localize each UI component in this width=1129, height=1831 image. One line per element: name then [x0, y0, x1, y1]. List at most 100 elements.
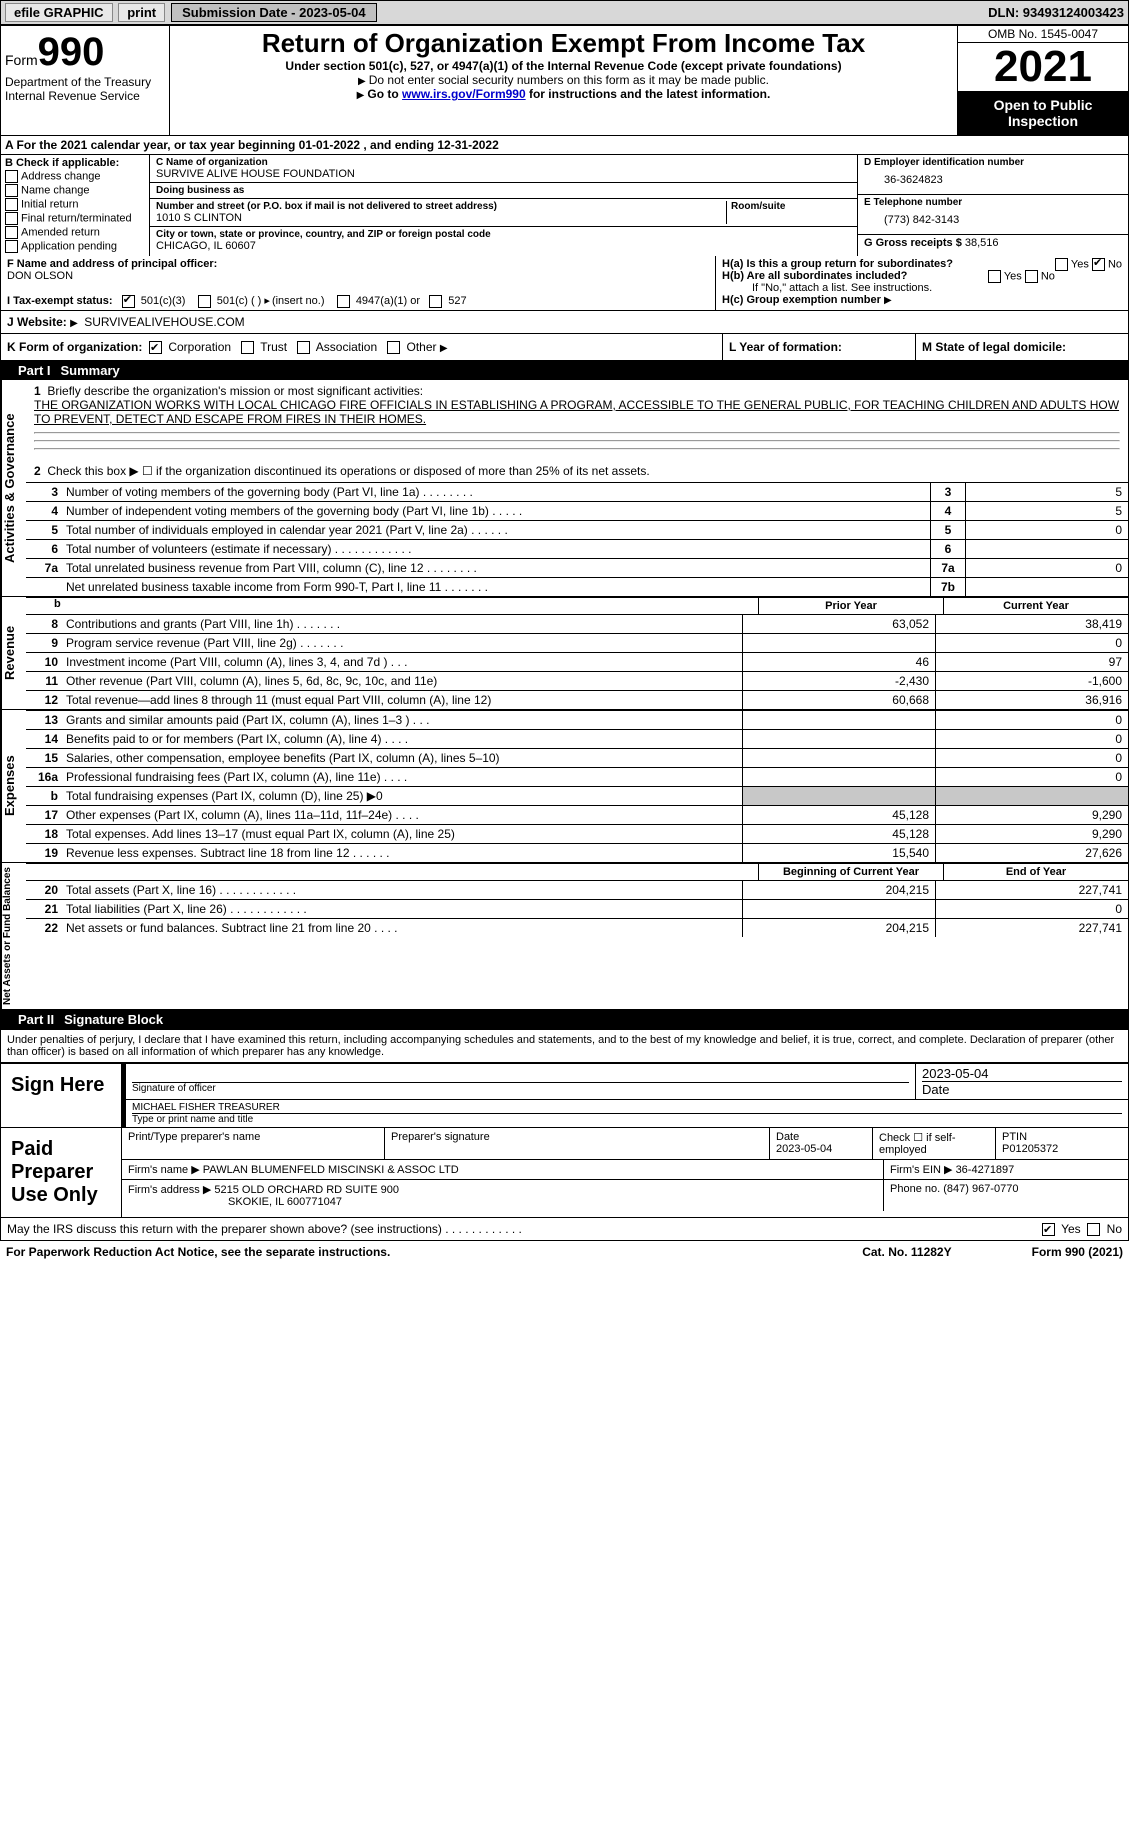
opt-insert: (insert no.) — [272, 295, 325, 307]
k-other[interactable] — [387, 341, 400, 354]
firm-ein: 36-4271897 — [956, 1164, 1015, 1176]
check-initial-label: Initial return — [21, 198, 78, 210]
irs-no[interactable] — [1087, 1223, 1100, 1236]
topbar: efile GRAPHIC print Submission Date - 20… — [0, 0, 1129, 25]
irs-yes[interactable] — [1042, 1223, 1055, 1236]
k-corp[interactable] — [149, 341, 162, 354]
check-name-label: Name change — [21, 184, 90, 196]
ptin: P01205372 — [1002, 1143, 1058, 1155]
firm-addr1: 5215 OLD ORCHARD RD SUITE 900 — [214, 1184, 399, 1196]
dba-label: Doing business as — [156, 185, 851, 196]
part1-header: Part I Summary — [0, 361, 1129, 380]
street-value: 1010 S CLINTON — [156, 212, 726, 224]
row-a-period: A For the 2021 calendar year, or tax yea… — [0, 136, 1129, 155]
current-year-header: Current Year — [943, 598, 1128, 614]
part2-header: Part II Signature Block — [0, 1010, 1129, 1029]
ha-yes[interactable] — [1055, 258, 1068, 271]
no-label2: No — [1041, 270, 1055, 282]
check-initial[interactable] — [5, 198, 18, 211]
k-assoc[interactable] — [297, 341, 310, 354]
j-label: J Website: — [7, 315, 67, 329]
l-label: L Year of formation: — [729, 340, 842, 354]
gross-value: 38,516 — [965, 237, 999, 249]
row-fh: F Name and address of principal officer:… — [0, 256, 1129, 311]
hc-label: H(c) Group exemption number — [722, 294, 881, 306]
efile-btn[interactable]: efile GRAPHIC — [5, 3, 113, 22]
form-header: Form990 Department of the Treasury Inter… — [0, 25, 1129, 136]
k-label: K Form of organization: — [7, 340, 142, 354]
declaration: Under penalties of perjury, I declare th… — [0, 1029, 1129, 1063]
firm-phone: (847) 967-0770 — [943, 1183, 1018, 1195]
yes-label2: Yes — [1004, 270, 1022, 282]
form-title: Return of Organization Exempt From Incom… — [178, 28, 949, 59]
firm-ein-label: Firm's EIN ▶ — [890, 1164, 953, 1176]
check-501c[interactable] — [198, 295, 211, 308]
check-address-label: Address change — [21, 170, 101, 182]
no-label: No — [1108, 258, 1122, 270]
ha-label: H(a) Is this a group return for subordin… — [722, 258, 953, 270]
firm-phone-label: Phone no. — [890, 1183, 940, 1195]
line1-label: Briefly describe the organization's miss… — [47, 384, 423, 398]
check-amended[interactable] — [5, 226, 18, 239]
check-pending[interactable] — [5, 240, 18, 253]
opt-501c3: 501(c)(3) — [141, 295, 186, 307]
prep-date-label: Date — [776, 1131, 799, 1143]
check-4947[interactable] — [337, 295, 350, 308]
ha-no[interactable] — [1092, 258, 1105, 271]
irs-link[interactable]: www.irs.gov/Form990 — [402, 87, 526, 101]
irs-yes-label: Yes — [1061, 1222, 1081, 1236]
check-527[interactable] — [429, 295, 442, 308]
mission-text: THE ORGANIZATION WORKS WITH LOCAL CHICAG… — [34, 398, 1119, 426]
hb-yes[interactable] — [988, 270, 1001, 283]
sig-date: 2023-05-04 — [922, 1066, 1122, 1081]
name-label: C Name of organization — [156, 157, 851, 168]
check-501c3[interactable] — [122, 295, 135, 308]
section-bcd: B Check if applicable: Address change Na… — [0, 155, 1129, 256]
part2-num: Part II — [8, 1012, 64, 1027]
check-amended-label: Amended return — [21, 226, 100, 238]
officer-printed-label: Type or print name and title — [132, 1113, 1122, 1125]
city-value: CHICAGO, IL 60607 — [156, 240, 851, 252]
k-other-label: Other — [407, 340, 437, 354]
side-governance: Activities & Governance — [1, 380, 26, 596]
officer-name: DON OLSON — [7, 270, 709, 282]
opt-527: 527 — [448, 295, 466, 307]
street-label: Number and street (or P.O. box if mail i… — [156, 201, 726, 212]
prep-sig-label: Preparer's signature — [385, 1128, 770, 1159]
opt-501c: 501(c) ( ) — [217, 295, 262, 307]
ein-value: 36-3624823 — [864, 168, 1122, 192]
hb-label: H(b) Are all subordinates included? — [722, 270, 907, 282]
may-irs: May the IRS discuss this return with the… — [7, 1222, 522, 1236]
i-label: I Tax-exempt status: — [7, 295, 113, 307]
prep-name-label: Print/Type preparer's name — [122, 1128, 385, 1159]
end-year-header: End of Year — [943, 864, 1128, 880]
omb-number: OMB No. 1545-0047 — [958, 26, 1128, 43]
officer-printed: MICHAEL FISHER TREASURER — [132, 1102, 1122, 1113]
room-label: Room/suite — [731, 201, 851, 212]
firm-name: PAWLAN BLUMENFELD MISCINSKI & ASSOC LTD — [203, 1164, 459, 1176]
tax-year: 2021 — [958, 43, 1128, 91]
check-address[interactable] — [5, 170, 18, 183]
footer-right: Form 990 (2021) — [1032, 1245, 1123, 1259]
paid-preparer: Paid Preparer Use Only — [1, 1128, 122, 1217]
city-label: City or town, state or province, country… — [156, 229, 851, 240]
side-expenses: Expenses — [1, 710, 26, 862]
form-page: efile GRAPHIC print Submission Date - 20… — [0, 0, 1129, 1263]
part1-num: Part I — [8, 363, 61, 378]
prep-date: 2023-05-04 — [776, 1143, 832, 1155]
gross-label: G Gross receipts $ — [864, 237, 962, 249]
print-btn[interactable]: print — [118, 3, 165, 22]
line2-text: Check this box ▶ ☐ if the organization d… — [47, 464, 649, 478]
k-trust-label: Trust — [260, 340, 287, 354]
footer-left: For Paperwork Reduction Act Notice, see … — [6, 1245, 390, 1259]
hb-note: If "No," attach a list. See instructions… — [722, 282, 1122, 294]
k-trust[interactable] — [241, 341, 254, 354]
sign-here: Sign Here — [1, 1064, 122, 1127]
firm-addr2: SKOKIE, IL 600771047 — [128, 1196, 342, 1208]
check-final[interactable] — [5, 212, 18, 225]
side-revenue: Revenue — [1, 597, 26, 709]
check-name[interactable] — [5, 184, 18, 197]
hb-no[interactable] — [1025, 270, 1038, 283]
prior-year-header: Prior Year — [758, 598, 943, 614]
open-public: Open to Public Inspection — [958, 91, 1128, 135]
